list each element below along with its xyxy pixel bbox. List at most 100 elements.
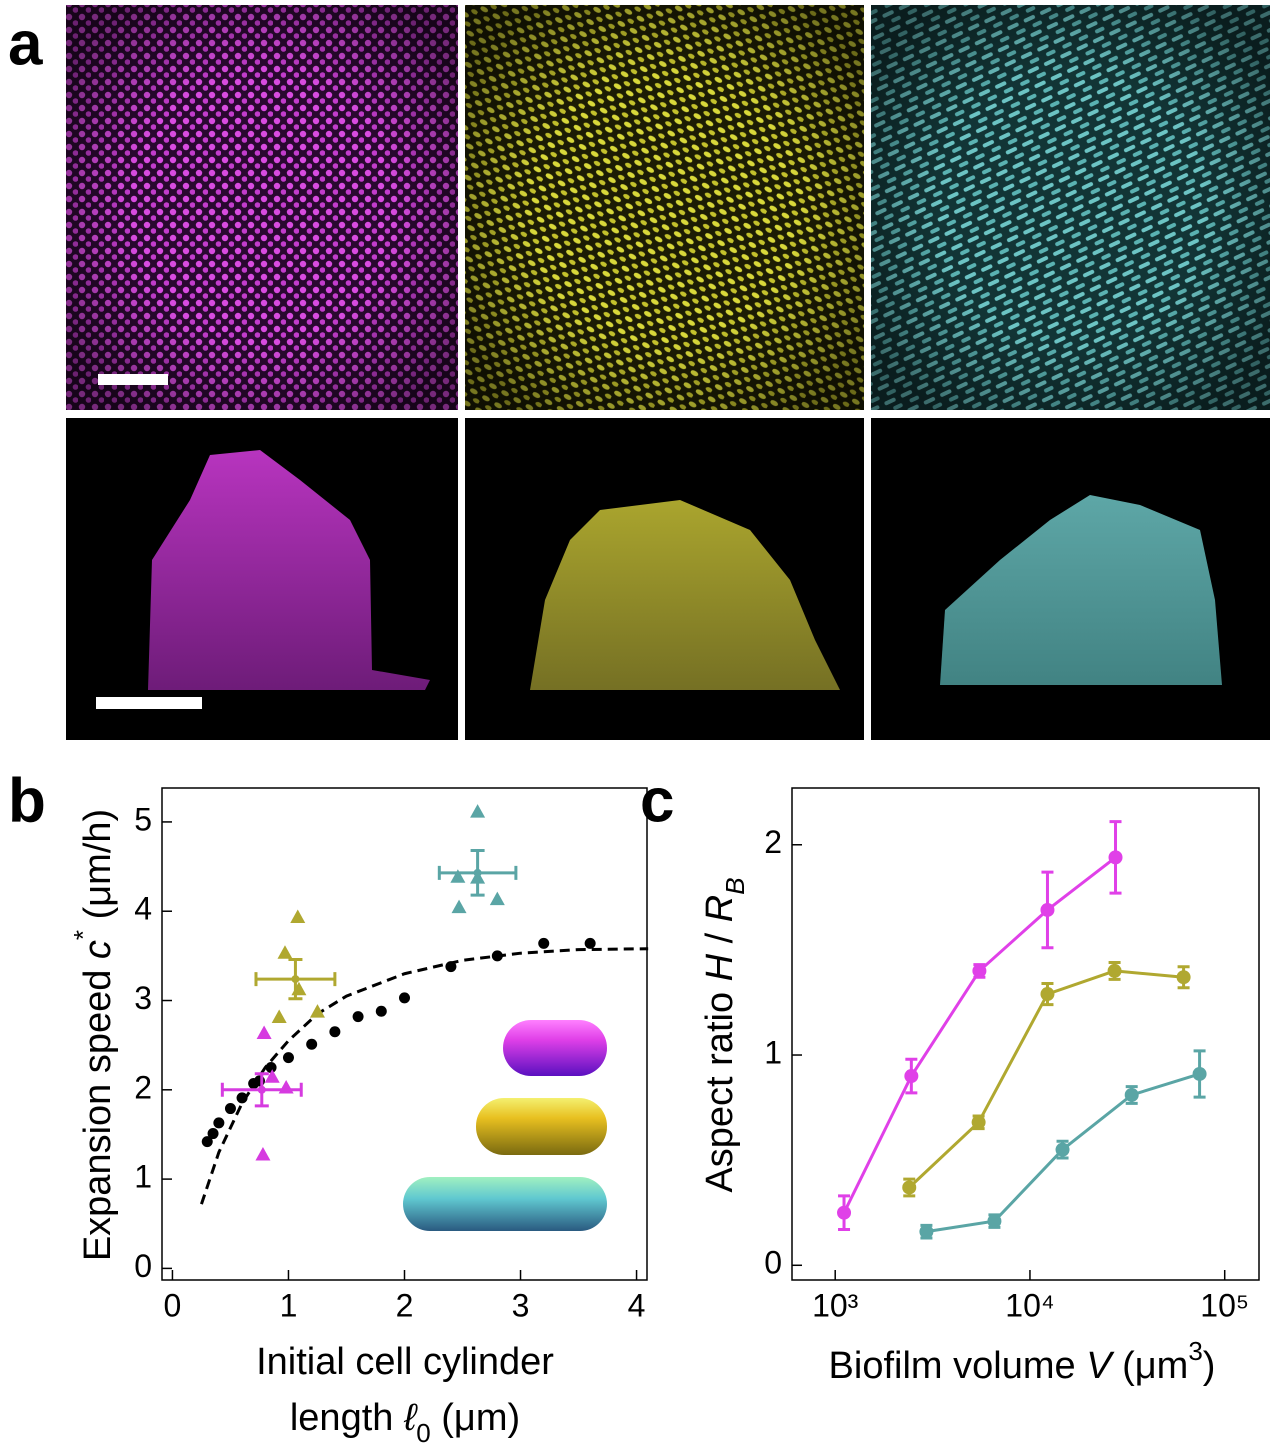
vignette — [465, 5, 864, 410]
y-tick-label: 2 — [134, 1069, 152, 1105]
point — [902, 1180, 917, 1195]
point — [489, 891, 505, 906]
point — [278, 1080, 294, 1094]
point — [919, 1224, 934, 1239]
cell-icon — [403, 1177, 607, 1231]
label-part: V — [1086, 1345, 1115, 1387]
point — [445, 961, 457, 973]
point — [201, 1136, 213, 1148]
point — [277, 945, 293, 959]
point — [904, 1069, 919, 1084]
y-axis-label: Expansion speed c* (μm/h) — [68, 809, 119, 1261]
line — [200, 947, 649, 1205]
plot-frame — [791, 787, 1260, 1281]
line — [842, 856, 1117, 1214]
mean-point — [291, 975, 300, 984]
label-part: ) — [1203, 1345, 1216, 1387]
point — [538, 937, 550, 949]
point — [491, 950, 503, 962]
point — [1055, 1142, 1070, 1157]
micrograph-row-bottom — [66, 418, 1270, 740]
panel-label: a — [8, 9, 43, 78]
point — [224, 1103, 236, 1115]
point — [450, 869, 466, 883]
label-part: B — [720, 877, 750, 894]
label-part: R — [699, 895, 741, 922]
label-part: / — [699, 922, 741, 954]
point — [271, 1009, 287, 1023]
point — [290, 909, 306, 923]
scale-bar — [96, 697, 202, 709]
cell-icon — [476, 1098, 607, 1155]
label-part: (μm/h) — [77, 809, 119, 930]
point — [236, 1092, 248, 1104]
cell-icon — [503, 1020, 607, 1076]
chart-b: Expansion speed c* (μm/h) Initial cell c… — [68, 787, 649, 1448]
x-tick-label: 10⁴ — [1005, 1287, 1054, 1323]
point — [987, 1214, 1002, 1229]
x-axis-label: Initial cell cylinder — [256, 1341, 554, 1383]
micrograph-row-top — [66, 5, 1270, 410]
x-axis-label: Biofilm volume V (μm3) — [829, 1336, 1216, 1387]
y-tick-label: 3 — [134, 980, 152, 1016]
x-tick-label: 1 — [280, 1287, 298, 1323]
point — [282, 1052, 294, 1064]
label-part: Biofilm volume — [829, 1345, 1087, 1387]
x-tick-label: 10⁵ — [1200, 1287, 1249, 1323]
x-tick-label: 3 — [512, 1287, 530, 1323]
label-part: Aspect ratio — [699, 981, 741, 1192]
point — [584, 937, 596, 949]
label-part: * — [68, 930, 98, 940]
point — [291, 981, 307, 996]
label-part: (μm — [1112, 1345, 1189, 1387]
point — [1040, 902, 1055, 917]
label-part: 0 — [416, 1418, 430, 1448]
point — [972, 963, 987, 978]
point — [470, 804, 486, 818]
y-tick-label: 0 — [134, 1248, 152, 1284]
y-axis-label: Aspect ratio H / RB — [699, 877, 750, 1192]
x-tick-label: 4 — [628, 1287, 646, 1323]
point — [255, 1146, 271, 1161]
biofilm-side-view — [148, 450, 430, 690]
point — [213, 1117, 225, 1129]
point — [309, 1004, 325, 1018]
x-tick-label: 10³ — [812, 1287, 859, 1323]
panel-label: c — [640, 766, 674, 835]
label-part: Initial cell cylinder — [256, 1341, 554, 1383]
point — [837, 1205, 852, 1220]
label-part: Expansion speed — [77, 959, 119, 1261]
vignette — [871, 5, 1270, 410]
point — [207, 1128, 219, 1140]
label-part: H — [699, 953, 741, 981]
point — [451, 899, 467, 914]
label-part: ℓ — [403, 1397, 418, 1439]
label-part: (μm) — [431, 1397, 520, 1439]
y-tick-label: 4 — [134, 891, 152, 927]
biofilm-side-view — [940, 495, 1222, 685]
point — [375, 1005, 387, 1017]
x-axis-label: length ℓ0 (μm) — [290, 1397, 520, 1448]
biofilm-side-view — [530, 500, 840, 690]
y-tick-label: 2 — [764, 824, 782, 860]
point — [1040, 987, 1055, 1002]
label-part: c — [77, 940, 119, 959]
point — [256, 1025, 272, 1040]
point — [1176, 970, 1191, 985]
panel-label: b — [8, 766, 46, 835]
point — [329, 1026, 341, 1038]
x-tick-label: 0 — [164, 1287, 182, 1323]
y-tick-label: 5 — [134, 801, 152, 837]
point — [1107, 963, 1122, 978]
mean-point — [473, 868, 482, 877]
point — [1192, 1066, 1207, 1081]
y-tick-label: 1 — [764, 1034, 782, 1070]
point — [253, 1075, 265, 1087]
point — [306, 1038, 318, 1050]
point — [352, 1011, 364, 1023]
chart-c: Aspect ratio H / RB Biofilm volume V (μm… — [699, 787, 1260, 1387]
point — [264, 1069, 280, 1083]
mean-point — [257, 1085, 266, 1094]
vignette — [66, 5, 458, 410]
